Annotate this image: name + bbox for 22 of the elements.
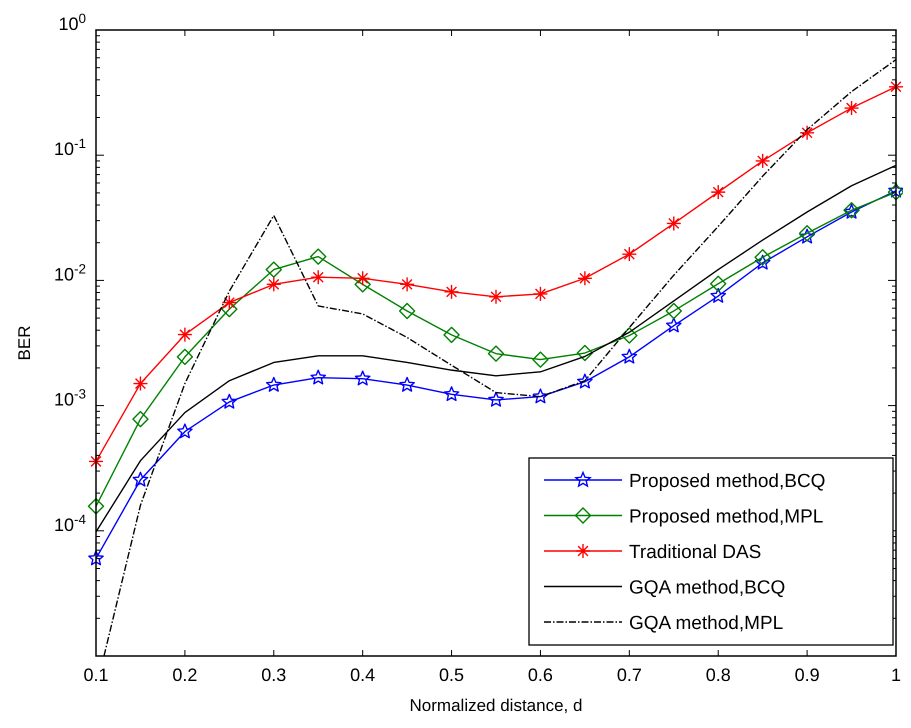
x-tick-label: 0.5 [439,665,464,685]
legend-label: Proposed method,BCQ [629,471,826,492]
legend-label: Proposed method,MPL [629,506,824,528]
x-tick-label: 0.6 [528,665,553,685]
y-tick-label: 10$^{-3}$ [54,386,86,410]
y-axis-title: BER [15,326,34,360]
x-tick-label: 0.1 [83,665,109,685]
legend-label: GQA method,MPL [629,613,784,634]
x-tick-label: 0.9 [794,665,820,685]
x-tick-label: 0.3 [261,665,286,685]
legend-label: Traditional DAS [629,542,762,563]
x-tick-label: 0.4 [350,665,376,685]
y-tick-label: 10$^{-4}$ [54,511,86,535]
x-axis-title: Normalized distance, d [410,696,582,715]
x-tick-label: 0.7 [616,665,642,685]
y-tick-label: 10$^{-1}$ [54,136,86,160]
y-tick-label: 10$^{-2}$ [54,260,86,284]
x-tick-label: 1 [890,665,902,685]
x-tick-label: 0.8 [706,665,731,685]
legend-label: GQA method,BCQ [629,578,786,598]
x-tick-label: 0.2 [172,665,198,685]
y-tick-label: 10$^{0}$ [58,10,86,34]
